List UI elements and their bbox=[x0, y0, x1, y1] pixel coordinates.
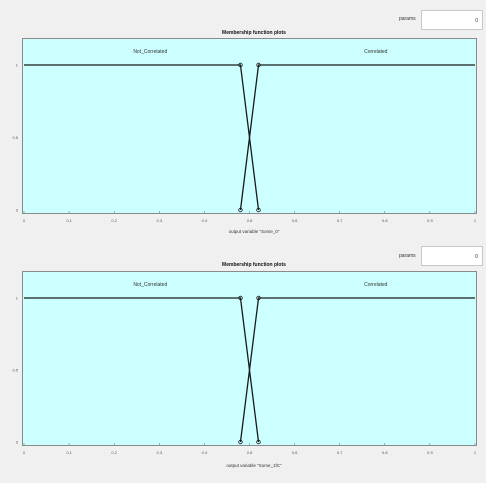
mf-curve-0 bbox=[24, 64, 260, 211]
mf-label: Not_Correlated bbox=[133, 49, 167, 55]
mf-point bbox=[238, 439, 243, 445]
params-label: params bbox=[399, 16, 416, 22]
mf-point bbox=[238, 207, 243, 213]
x-tick-label: 0.4 bbox=[202, 450, 208, 455]
x-tick-label: 0.7 bbox=[337, 450, 343, 455]
x-tick-label: 0.5 bbox=[247, 218, 253, 223]
x-axis-label: output variable "Some_0" bbox=[228, 229, 280, 234]
x-tick-label: 0.4 bbox=[202, 218, 208, 223]
mf-point bbox=[256, 207, 261, 213]
mf-point bbox=[238, 295, 243, 301]
y-tick-label: 1 bbox=[16, 296, 19, 301]
x-tick-label: 0.3 bbox=[157, 450, 163, 455]
x-tick-label: 0 bbox=[23, 450, 26, 455]
mf-chart: Not_Correlated Correlated 0 0.1 0.2 0.3 0.4 0.5… bbox=[12, 49, 477, 223]
x-tick-label: 0.9 bbox=[427, 218, 433, 223]
x-tick-label: 0.2 bbox=[111, 218, 117, 223]
params-label: params bbox=[399, 253, 416, 259]
mf-label: Correlated bbox=[364, 49, 388, 55]
y-tick-label: 1 bbox=[16, 63, 19, 68]
x-tick-label: 0.8 bbox=[382, 450, 388, 455]
params-input[interactable]: 0 bbox=[421, 10, 483, 30]
x-tick-label: 0.6 bbox=[292, 218, 298, 223]
mf-curve-0 bbox=[24, 297, 260, 443]
params-input[interactable]: 0 bbox=[421, 246, 483, 266]
mf-point bbox=[256, 439, 261, 445]
x-tick-label: 0.6 bbox=[292, 450, 298, 455]
mf-curve-1 bbox=[239, 297, 475, 443]
x-tick-label: 0.3 bbox=[157, 218, 163, 223]
x-tick-label: 1 bbox=[474, 218, 477, 223]
mf-point bbox=[256, 295, 261, 301]
mf-label: Not_Correlated bbox=[133, 282, 167, 288]
mf-chart: Not_Correlated Correlated 0 0.1 0.2 0.3 0.4 0.5… bbox=[12, 282, 477, 455]
plot-axes[interactable]: Not_Correlated Correlated 0 0.1 0.2 0.3 0.4 0.5… bbox=[12, 271, 477, 455]
y-tick-label: 0.5 bbox=[12, 135, 18, 140]
x-axis-label: output variable "Some_1fC" bbox=[226, 463, 282, 468]
plot-axes[interactable]: Not_Correlated Correlated 0 0.1 0.2 0.3 0.4 0.5… bbox=[12, 38, 477, 223]
mf-panel-top: params 0 Membership function plots Not_C… bbox=[12, 10, 483, 234]
x-tick-label: 0.9 bbox=[427, 450, 433, 455]
x-tick-label: 0.7 bbox=[337, 218, 343, 223]
plot-title: Membership function plots bbox=[222, 30, 286, 36]
y-tick-label: 0 bbox=[16, 440, 19, 445]
x-tick-label: 0.8 bbox=[382, 218, 388, 223]
x-tick-label: 0.5 bbox=[247, 450, 253, 455]
mf-panel-bottom: params 0 Membership function plots Not_C… bbox=[0, 242, 486, 483]
y-tick-label: 0 bbox=[16, 208, 19, 213]
y-tick-label: 0.5 bbox=[12, 368, 18, 373]
mf-point bbox=[238, 62, 243, 68]
mf-label: Correlated bbox=[364, 282, 388, 288]
plot-title: Membership function plots bbox=[222, 262, 286, 268]
x-tick-label: 0.1 bbox=[66, 218, 72, 223]
x-tick-label: 1 bbox=[474, 450, 477, 455]
x-tick-label: 0 bbox=[23, 218, 26, 223]
mf-curve-1 bbox=[239, 64, 475, 211]
mf-point bbox=[256, 62, 261, 68]
x-tick-label: 0.1 bbox=[66, 450, 72, 455]
x-tick-label: 0.2 bbox=[111, 450, 117, 455]
